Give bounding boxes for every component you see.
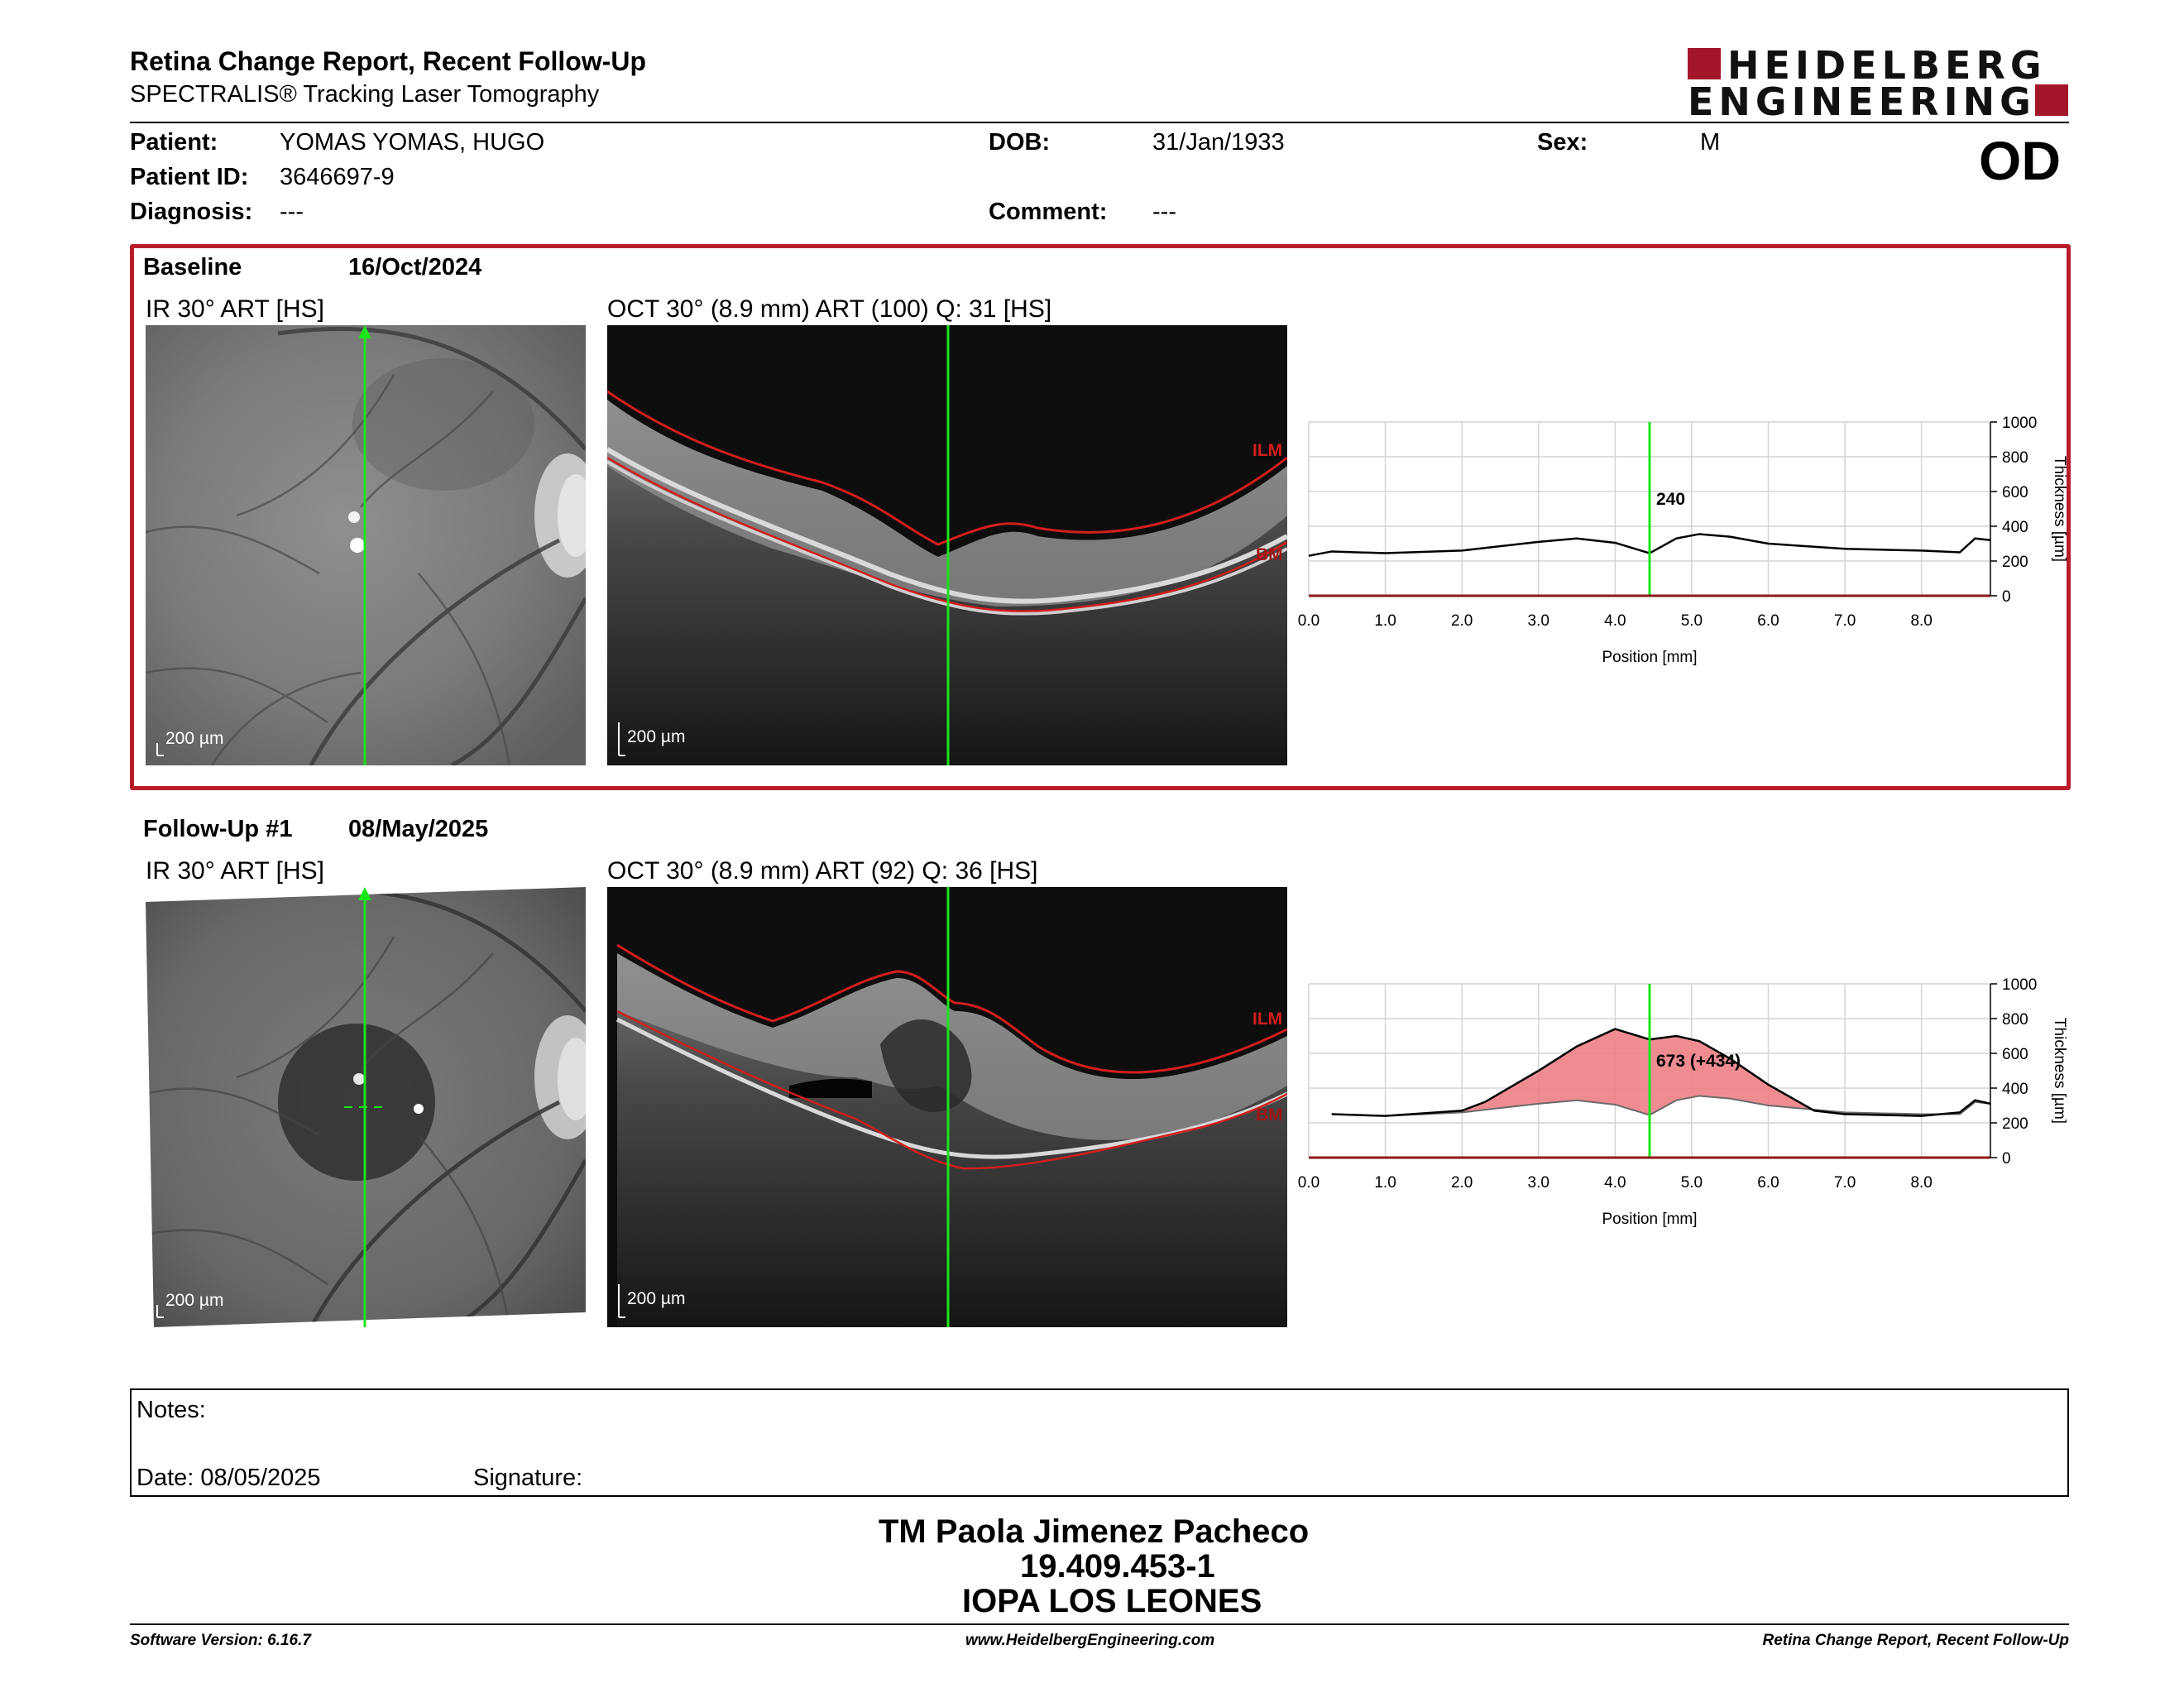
x-tick-label: 0.0 <box>1298 1174 1320 1192</box>
footer-report-name: Retina Change Report, Recent Follow-Up <box>1762 1632 2069 1649</box>
baseline-oct-image: ILM BM 200 µm <box>607 325 1287 765</box>
y-tick-label: 200 <box>2002 554 2028 571</box>
x-tick-label: 1.0 <box>1374 612 1396 630</box>
cursor-value-label: 673 (+434) <box>1656 1052 1741 1071</box>
comment-label: Comment: <box>989 199 1108 225</box>
notes-box[interactable]: Notes: Date: 08/05/2025 Signature: <box>130 1388 2069 1497</box>
logo-line-2: ENGINEERING <box>1688 79 2036 124</box>
y-tick-label: 600 <box>2002 1046 2028 1063</box>
patient-id: 3646697-9 <box>280 164 395 190</box>
baseline-label: Baseline <box>143 254 242 281</box>
y-axis-title: Thickness [µm] <box>2051 456 2068 562</box>
x-tick-label: 8.0 <box>1910 1174 1932 1192</box>
followup-date: 08/May/2025 <box>348 816 489 842</box>
footer-divider <box>130 1623 2069 1625</box>
cursor-value-label: 240 <box>1656 490 1685 509</box>
followup-oct-scale-label: 200 µm <box>627 1289 686 1308</box>
y-tick-label: 600 <box>2002 484 2028 501</box>
signature-label: Signature: <box>473 1465 583 1491</box>
followup-oct-title: OCT 30° (8.9 mm) ART (92) Q: 36 [HS] <box>607 857 1038 885</box>
eye-indicator: OD <box>1979 130 2061 191</box>
diagnosis-value: --- <box>280 199 304 225</box>
x-axis-title: Position [mm] <box>1602 1211 1697 1228</box>
baseline-thickness-chart: 0.0 1.0 2.0 3.0 4.0 5.0 6.0 7.0 8.0 0 200 400 600 800… <box>1298 415 2068 666</box>
signer-org: IOPA LOS LEONES <box>962 1583 1262 1619</box>
notes-date: Date: 08/05/2025 <box>136 1465 321 1491</box>
x-tick-label: 7.0 <box>1834 612 1856 630</box>
followup-thickness-chart: 0.0 1.0 2.0 3.0 4.0 5.0 6.0 7.0 8.0 0 200 400 600 800… <box>1298 976 2068 1228</box>
report-title: Retina Change Report, Recent Follow-Up <box>130 46 647 76</box>
y-tick-label: 800 <box>2002 1011 2028 1029</box>
diagnosis-label: Diagnosis: <box>130 199 253 225</box>
followup-ir-title: IR 30° ART [HS] <box>146 857 324 885</box>
x-tick-label: 3.0 <box>1528 612 1549 630</box>
x-tick-label: 4.0 <box>1604 1174 1626 1192</box>
followup-ir-scale-label: 200 µm <box>165 1291 224 1310</box>
company-logo: HEIDELBERG ENGINEERING <box>1688 43 2070 121</box>
x-tick-label: 5.0 <box>1681 612 1703 630</box>
signer-name: TM Paola Jimenez Pacheco <box>879 1513 1310 1550</box>
followup-label: Follow-Up #1 <box>143 816 293 842</box>
sex-label: Sex: <box>1537 129 1588 156</box>
patient-name: YOMAS YOMAS, HUGO <box>280 129 545 156</box>
x-tick-label: 7.0 <box>1834 1174 1856 1192</box>
footer-website-link[interactable]: www.HeidelbergEngineering.com <box>965 1632 1215 1649</box>
thickness-line <box>1308 533 1991 557</box>
y-tick-label: 400 <box>2002 1081 2028 1098</box>
x-tick-label: 6.0 <box>1757 1174 1779 1192</box>
baseline-oct-title: OCT 30° (8.9 mm) ART (100) Q: 31 [HS] <box>607 295 1052 323</box>
y-tick-label: 0 <box>2002 1150 2011 1168</box>
y-tick-label: 400 <box>2002 519 2028 536</box>
logo-square-right <box>2035 84 2068 116</box>
x-tick-label: 6.0 <box>1757 612 1779 630</box>
report-subtitle: SPECTRALIS® Tracking Laser Tomography <box>130 81 600 108</box>
baseline-ilm-label: ILM <box>1252 441 1283 460</box>
y-tick-label: 200 <box>2002 1115 2028 1133</box>
x-tick-label: 1.0 <box>1374 1174 1396 1192</box>
y-tick-label: 0 <box>2002 588 2011 606</box>
x-tick-label: 5.0 <box>1681 1174 1703 1192</box>
baseline-ir-scale-label: 200 µm <box>165 729 224 748</box>
sex-value: M <box>1700 129 1721 156</box>
followup-ilm-label: ILM <box>1252 1009 1283 1029</box>
dob-value: 31/Jan/1933 <box>1152 129 1285 156</box>
notes-label: Notes: <box>136 1397 206 1423</box>
dob-label: DOB: <box>989 129 1051 156</box>
baseline-frame <box>130 244 2071 790</box>
followup-ir-image: 200 µm <box>146 887 586 1327</box>
x-tick-label: 0.0 <box>1298 612 1320 630</box>
followup-thickness-line <box>1331 1028 1991 1117</box>
x-tick-label: 2.0 <box>1451 1174 1473 1192</box>
signer-id: 19.409.453-1 <box>1020 1548 1215 1585</box>
thickness-change-area <box>1331 1029 1990 1116</box>
patient-label: Patient: <box>130 129 218 156</box>
y-axis-title: Thickness [µm] <box>2051 1018 2068 1124</box>
y-tick-label: 800 <box>2002 449 2028 467</box>
baseline-bm-label: BM <box>1256 545 1283 564</box>
comment-value: --- <box>1152 199 1176 225</box>
y-tick-label: 1000 <box>2002 415 2037 432</box>
x-tick-label: 2.0 <box>1451 612 1473 630</box>
baseline-oct-scale-label: 200 µm <box>627 727 686 746</box>
baseline-date: 16/Oct/2024 <box>348 254 482 281</box>
x-tick-label: 8.0 <box>1910 612 1932 630</box>
x-tick-label: 4.0 <box>1604 612 1626 630</box>
patient-id-label: Patient ID: <box>130 164 249 190</box>
logo-square-left <box>1688 48 1721 79</box>
logo-line-1: HEIDELBERG <box>1727 43 2047 88</box>
footer-software-version: Software Version: 6.16.7 <box>130 1632 311 1649</box>
followup-oct-image: ILM BM 200 µm <box>607 887 1287 1327</box>
followup-bm-label: BM <box>1256 1105 1283 1125</box>
y-tick-label: 1000 <box>2002 976 2037 994</box>
baseline-ir-image: 200 µm <box>146 325 586 765</box>
baseline-ir-title: IR 30° ART [HS] <box>146 295 324 323</box>
x-axis-title: Position [mm] <box>1602 649 1697 666</box>
x-tick-label: 3.0 <box>1528 1174 1549 1192</box>
header-divider <box>130 122 2069 123</box>
